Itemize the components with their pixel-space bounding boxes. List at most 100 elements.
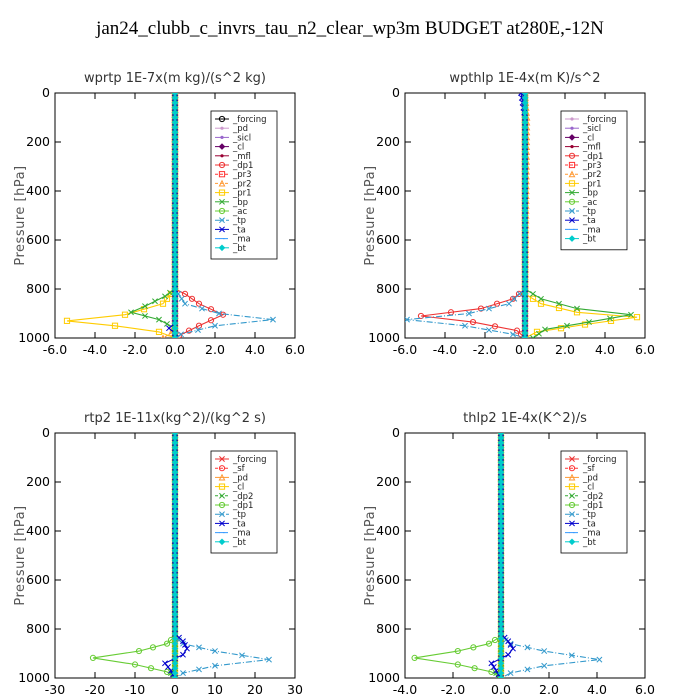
data-point [505, 651, 512, 658]
data-point [207, 317, 215, 324]
y-tick-label: 400 [26, 523, 50, 538]
data-point [178, 295, 185, 302]
x-tick-label: 20 [247, 682, 263, 695]
data-point [628, 311, 634, 318]
data-point [454, 661, 461, 668]
legend-entry: _cl [582, 483, 594, 493]
plot-frame [404, 432, 646, 679]
data-point [581, 321, 589, 328]
legend-marker [218, 465, 226, 472]
data-point [180, 638, 186, 645]
panel-wpthlp: wpthlp 1E-4x(m K)/s^2 Pressure [hPa] 0 200 4… [350, 70, 700, 360]
legend-entry: _ac [582, 198, 597, 208]
data-point [573, 309, 581, 316]
data-point [541, 662, 548, 669]
data-point [180, 651, 186, 658]
data-point [172, 93, 178, 96]
legend-marker [219, 492, 225, 499]
legend-entry: _ma [232, 529, 251, 539]
data-point [182, 641, 188, 648]
y-axis-label: Pressure [hPa] [13, 165, 28, 265]
legend: _forcing_sf_pd_cl_dp2_dp1_tp_ta_ma_bt [210, 450, 278, 554]
legend-marker [568, 180, 576, 187]
data-point [180, 670, 186, 677]
legend-marker [568, 161, 576, 169]
y-tick-label: 800 [26, 281, 50, 296]
y-tick-label: 1000 [368, 670, 400, 685]
data-point [524, 644, 531, 651]
data-point [181, 290, 189, 297]
legend-entry: _bt [232, 538, 247, 548]
x-tick-label: -2.0 [123, 342, 147, 355]
y-tick-label: 200 [376, 474, 400, 489]
data-point [172, 335, 178, 338]
legend-entry: _sf [232, 464, 246, 474]
chart-wprtp: wprtp 1E-7x(m kg)/(s^2 kg) Pressure [hPa]… [13, 71, 305, 357]
data-point [212, 322, 218, 329]
data-point [490, 664, 497, 670]
series-line [406, 93, 526, 338]
data-point [488, 660, 495, 667]
legend-marker [569, 511, 575, 518]
data-point [477, 305, 485, 312]
panel-rtp2: rtp2 1E-11x(kg^2)/(kg^2 s) Pressure [hPa]… [0, 410, 350, 700]
data-point [607, 315, 613, 322]
legend-entry: _cl [232, 143, 244, 153]
legend-entry: _bp [582, 189, 598, 199]
y-tick-label: 0 [42, 85, 50, 100]
legend-marker [218, 143, 226, 150]
data-point [493, 667, 500, 674]
data-point [522, 335, 528, 338]
y-tick-label: 800 [376, 281, 400, 296]
data-point [506, 300, 512, 307]
y-tick-label: 0 [392, 425, 400, 440]
legend-marker [568, 473, 576, 481]
y-axis-label: Pressure [hPa] [363, 505, 378, 605]
legend-entry: _pd [232, 473, 248, 483]
data-point [167, 289, 173, 296]
legend-marker [219, 217, 225, 224]
series-tp [405, 93, 528, 338]
legend-entry: _tp [582, 510, 596, 520]
legend-marker [570, 117, 574, 121]
chart-thlp2: thlp2 1E-4x(K^2)/s Pressure [hPa] 0 200 400 6… [363, 411, 655, 697]
plot-area [411, 433, 603, 678]
plot-area [89, 433, 272, 678]
y-tick-label: 600 [26, 232, 50, 247]
page-title: jan24_clubb_c_invrs_tau_n2_clear_wp3m BU… [96, 18, 604, 39]
data-point [212, 648, 218, 655]
data-point [568, 652, 575, 659]
legend-marker [218, 115, 226, 123]
legend-entry: _sicl [582, 124, 601, 134]
x-tick-label: 6.0 [635, 682, 655, 695]
chart-title: wpthlp 1E-4x(m K)/s^2 [449, 71, 600, 86]
data-point [149, 644, 157, 651]
series-bt [497, 433, 505, 678]
x-tick-label: -30 [45, 682, 65, 695]
data-point [155, 328, 163, 335]
legend-marker [220, 154, 224, 158]
x-tick-label: 30 [287, 682, 303, 695]
series-line [420, 93, 526, 338]
data-point [417, 312, 425, 320]
data-point [518, 93, 524, 96]
y-tick-label: 600 [26, 572, 50, 587]
x-tick-label: -6.0 [43, 342, 67, 355]
legend-entry: _ma [582, 225, 601, 235]
panel-thlp2: thlp2 1E-4x(K^2)/s Pressure [hPa] 0 200 400 6… [350, 410, 700, 700]
legend-entry: _forcing [582, 115, 617, 125]
legend-marker [218, 189, 226, 196]
y-tick-label: 600 [376, 572, 400, 587]
data-point [498, 433, 504, 436]
chart-rtp2: rtp2 1E-11x(kg^2)/(kg^2 s) Pressure [hPa]… [13, 411, 303, 697]
x-tick-label: -6.0 [393, 342, 417, 355]
data-point [199, 305, 205, 312]
data-point [147, 665, 155, 672]
legend-marker [569, 456, 575, 462]
legend-entry: _bt [582, 538, 597, 548]
series-dp1 [89, 433, 179, 678]
legend-entry: _bt [232, 244, 247, 254]
legend-entry: _pr2 [232, 179, 252, 189]
x-tick-label: 6.0 [285, 342, 305, 355]
legend-marker [568, 465, 576, 472]
